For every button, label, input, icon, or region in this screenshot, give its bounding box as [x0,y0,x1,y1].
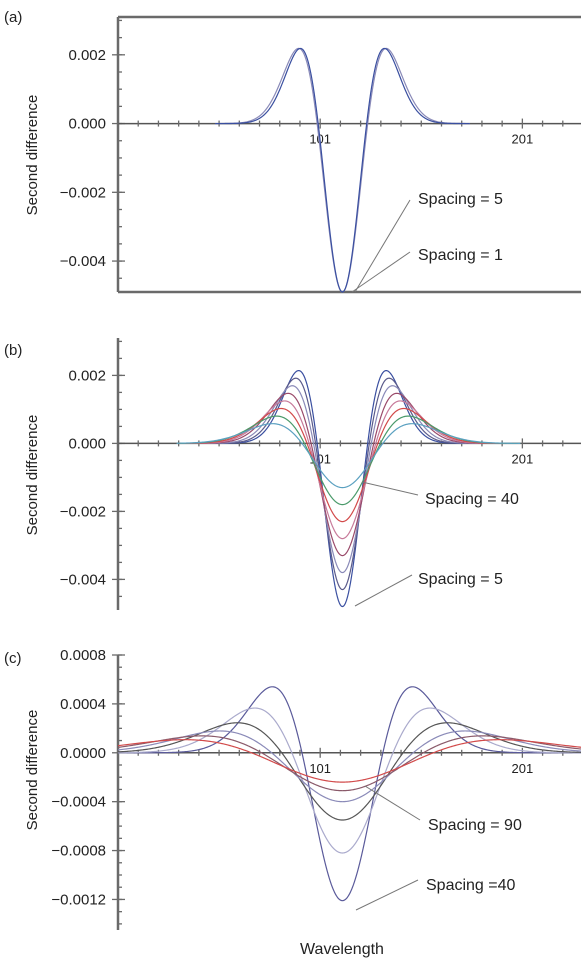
panel-a-y-tick-label: −0.002 [60,184,106,201]
panel-b-annotation-2: Spacing = 5 [418,571,503,588]
panel-c: (c) Second difference 0.0008 0.0004 0.0000… [4,647,581,930]
panel-c-x-tick-label: 201 [512,761,534,776]
panel-c-y-tick-label: −0.0008 [51,843,106,860]
panel-b-leader-2 [354,574,413,607]
panel-a-curves [215,47,470,293]
panel-b-y-ticks: 0.002 0.000 −0.002 −0.004 [60,340,125,598]
panel-b: (b) Second difference 0.002 0.000 −0.002 −0… [4,338,581,610]
panel-a-label: (a) [4,9,22,26]
panel-a-leader-2 [351,251,411,293]
panel-b-label: (b) [4,342,22,359]
panel-b-series-spacing-15 [176,385,521,574]
panel-c-y-tick-label: −0.0004 [51,794,106,811]
panel-a-leader-1 [354,199,411,293]
panel-a-y-ticks: 0.002 0.000 −0.002 −0.004 [60,19,125,279]
panel-b-annotation-1: Spacing = 40 [425,491,519,508]
panel-c-leader-2 [355,879,419,911]
panel-c-y-tick-label: 0.0008 [60,647,106,664]
panel-c-series-spacing-40 [118,686,581,902]
panel-b-leader-1 [361,481,419,496]
panel-b-y-tick-label: −0.002 [60,503,106,520]
panel-b-series-spacing-30 [176,407,521,523]
panel-b-y-tick-label: 0.000 [68,435,106,452]
panel-c-annotations: Spacing = 90 Spacing =40 [355,785,522,911]
panel-c-series-spacing-80 [117,735,581,792]
panel-c-ylabel: Second difference [24,710,41,831]
panel-a: (a) Second difference 0.002 0.000 −0.002 −0… [4,9,581,294]
panel-b-ylabel: Second difference [24,415,41,536]
panel-c-curves [117,686,581,902]
panel-c-y-tick-label: 0.0004 [60,696,106,713]
panel-b-series-spacing-40 [176,423,521,489]
panel-c-x-tick-label: 101 [309,761,331,776]
panel-a-annotation-2: Spacing = 1 [418,247,503,264]
panel-a-y-tick-label: 0.000 [68,116,106,133]
panel-c-annotation-2: Spacing =40 [426,877,516,894]
panel-b-y-tick-label: −0.004 [60,571,106,588]
panel-a-y-tick-label: −0.004 [60,253,106,270]
panel-a-series-spacing-1 [215,47,470,293]
panel-c-series-spacing-90 [117,739,581,783]
panel-b-y-tick-label: 0.002 [68,367,106,384]
panel-b-series-spacing-20 [176,392,521,557]
panel-b-x-tick-label: 201 [512,451,534,466]
panel-c-label: (c) [4,650,22,667]
panel-a-ylabel: Second difference [24,95,41,216]
panel-a-annotations: Spacing = 5 Spacing = 1 [351,191,503,293]
panel-c-y-tick-label: −0.0012 [51,891,106,908]
panel-b-series-spacing-10 [176,377,521,591]
panel-c-y-ticks: 0.0008 0.0004 0.0000 −0.0004 −0.0008 −0.0012 [51,647,125,925]
x-axis-label: Wavelength [300,941,384,958]
panel-b-annotations: Spacing = 40 Spacing = 5 [354,481,519,607]
panel-c-annotation-1: Spacing = 90 [428,817,522,834]
panel-b-series-spacing-25 [176,400,521,540]
panel-a-x-tick-label: 201 [512,132,534,147]
panel-b-curves [176,369,521,608]
panel-a-annotation-1: Spacing = 5 [418,191,503,208]
panel-c-series-spacing-50 [117,707,581,854]
panel-a-x-ticks: 101 201 [117,118,564,147]
panel-c-leader-1 [364,785,421,821]
panel-c-y-tick-label: 0.0000 [60,745,106,762]
panel-a-y-tick-label: 0.002 [68,47,106,64]
